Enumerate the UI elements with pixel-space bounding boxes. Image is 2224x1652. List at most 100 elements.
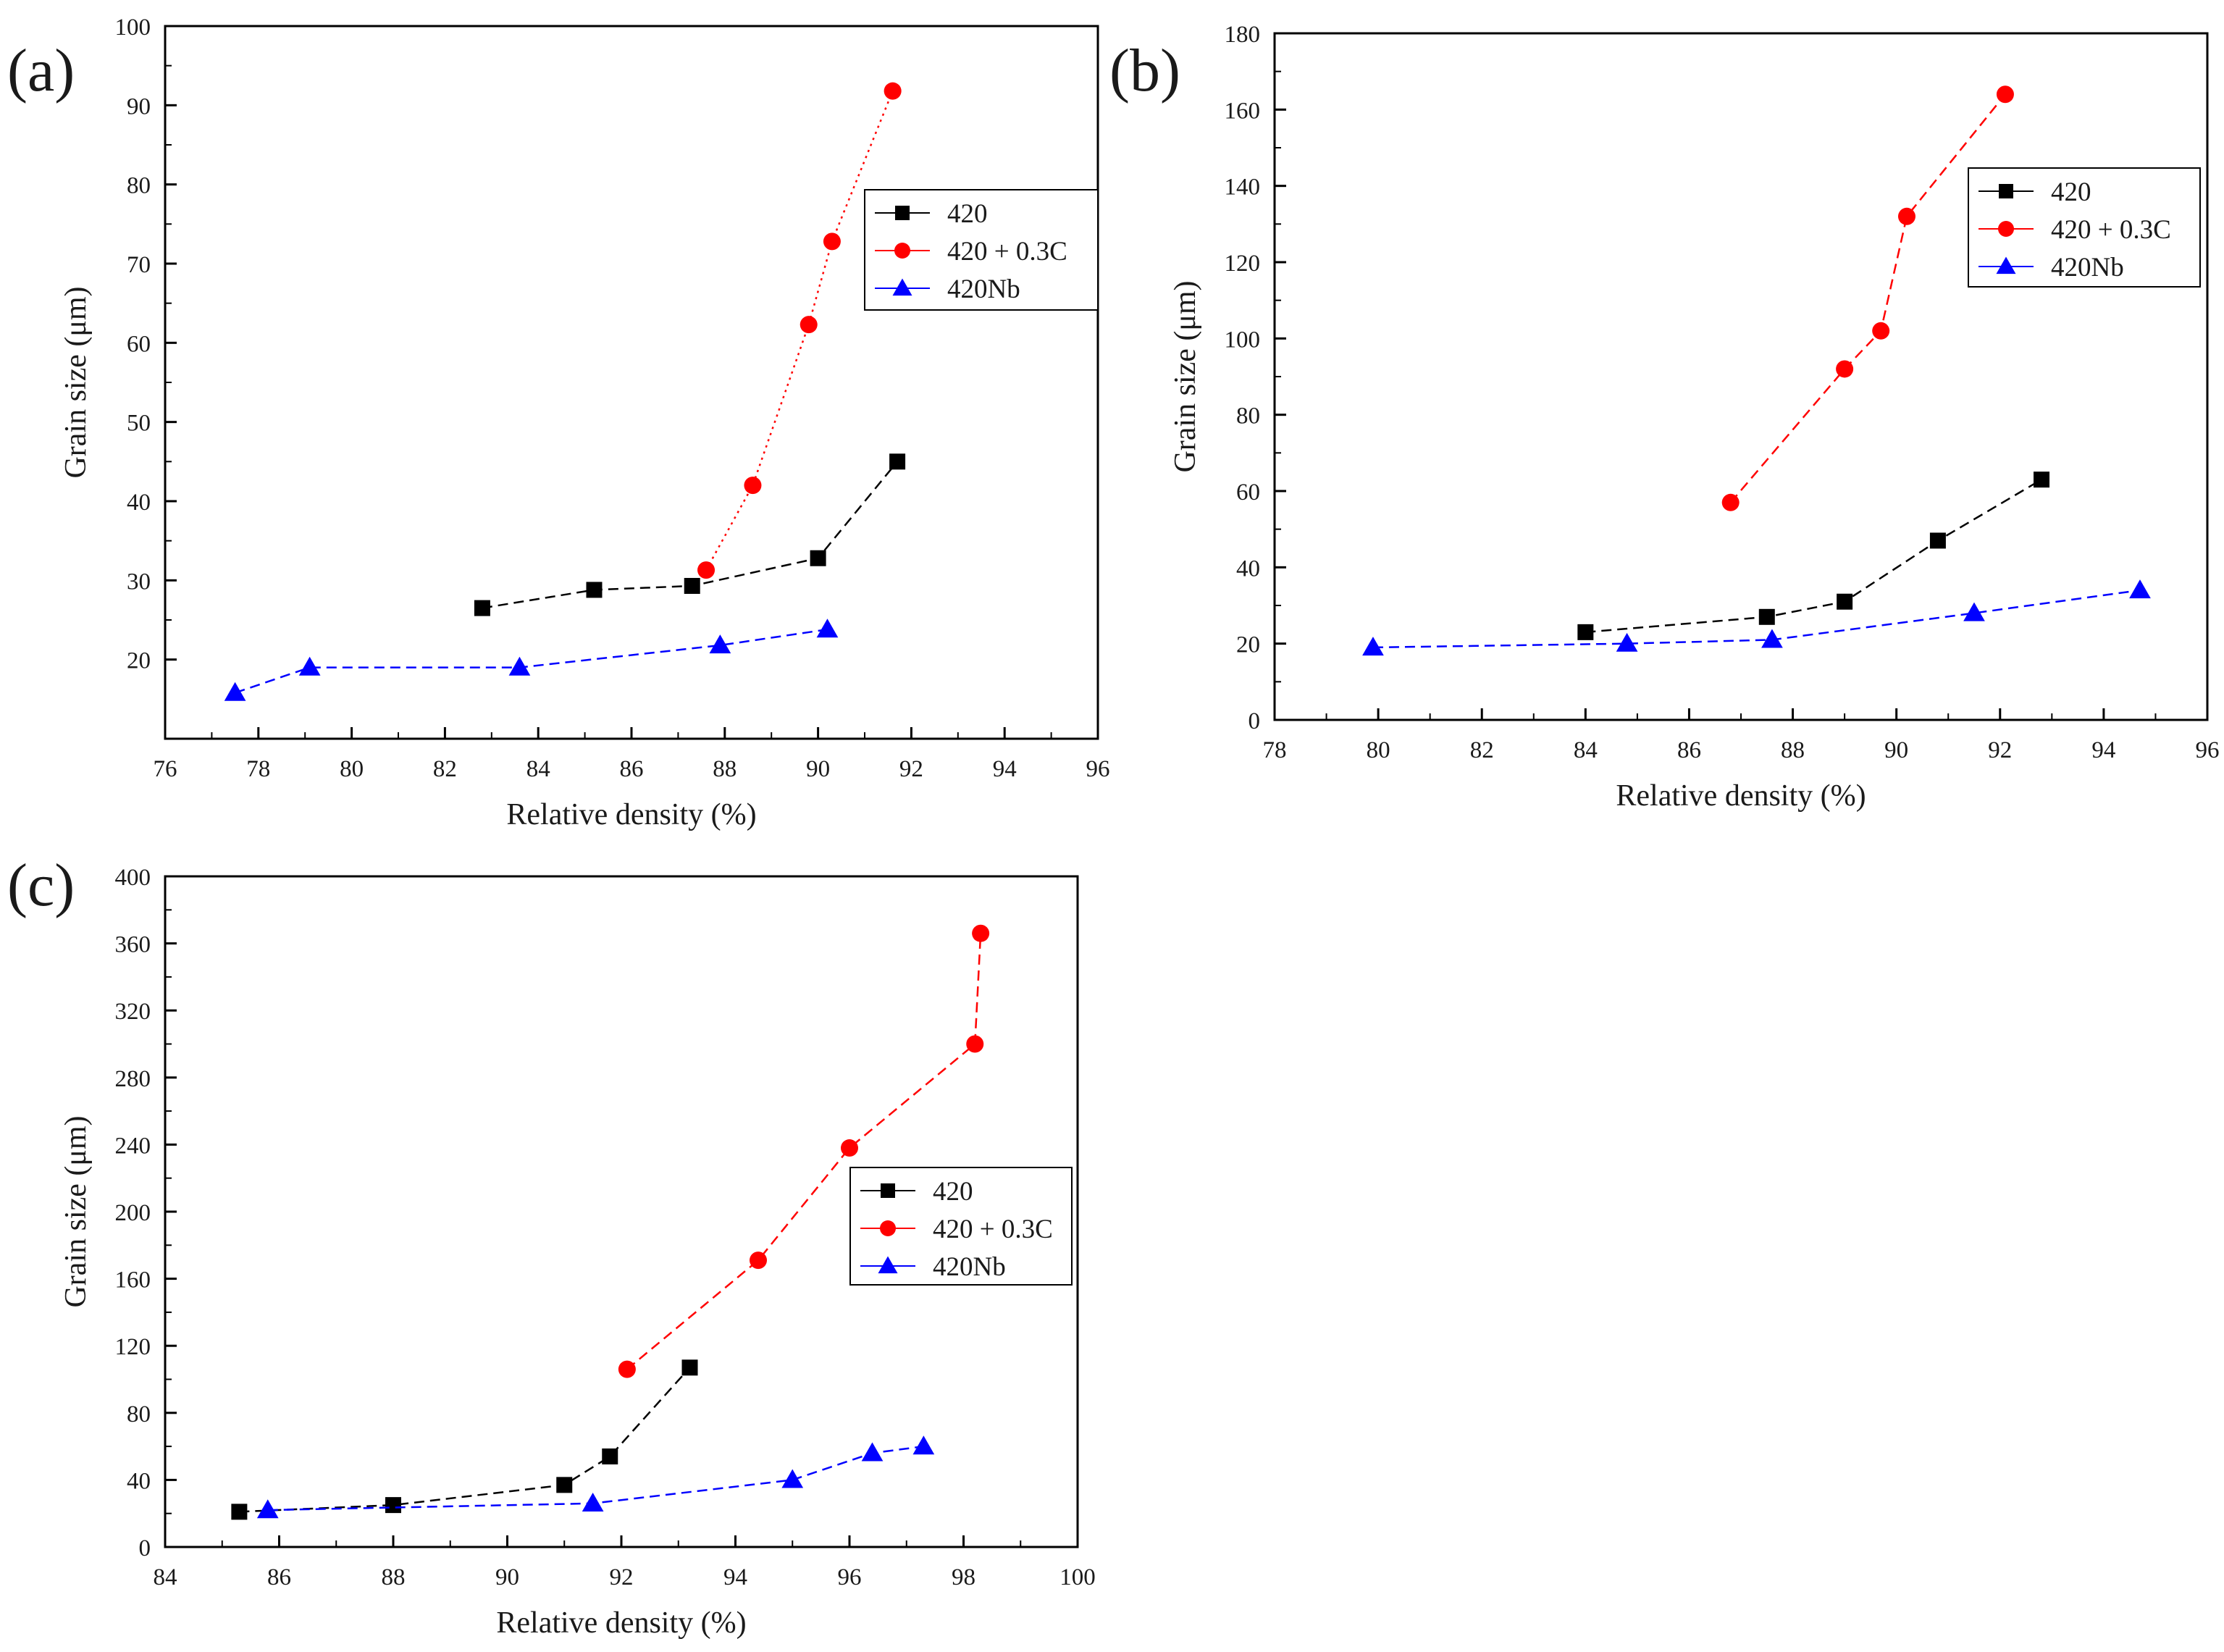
x-tick-label: 92 — [1988, 737, 2012, 763]
data-point — [1758, 608, 1775, 625]
y-tick-label: 320 — [115, 999, 151, 1025]
data-point — [1963, 602, 1985, 621]
x-tick-label: 90 — [495, 1564, 519, 1590]
data-point — [508, 656, 531, 676]
data-point — [1897, 207, 1915, 225]
legend-marker — [1998, 221, 2014, 237]
series-420 — [231, 1359, 698, 1520]
y-tick-label: 50 — [127, 411, 151, 437]
legend-label: 420 + 0.3C — [947, 237, 1067, 267]
x-tick-label: 100 — [1059, 1564, 1096, 1590]
y-tick-label: 400 — [115, 865, 151, 891]
series-420nb — [256, 1435, 935, 1519]
legend-label: 420Nb — [2051, 253, 2124, 282]
legend-marker — [880, 1220, 896, 1236]
x-tick-label: 76 — [154, 756, 177, 782]
data-point — [1872, 322, 1890, 340]
y-tick-label: 280 — [115, 1066, 151, 1092]
y-tick-label: 60 — [1236, 479, 1260, 506]
data-point — [556, 1477, 573, 1493]
y-tick-label: 140 — [1225, 175, 1261, 201]
legend-label: 420 + 0.3C — [2051, 215, 2171, 245]
y-tick-label: 160 — [1225, 98, 1261, 124]
data-point — [256, 1499, 279, 1519]
data-point — [884, 82, 902, 100]
x-tick-label: 94 — [2091, 737, 2115, 763]
series-420nb — [1362, 579, 2151, 656]
x-tick-label: 78 — [1263, 737, 1287, 763]
legend-marker — [878, 1256, 898, 1274]
data-point — [709, 634, 731, 654]
data-point — [602, 1448, 618, 1464]
panel-label: (c) — [7, 852, 75, 919]
series-420-0-3c — [1721, 85, 2014, 511]
x-tick-label: 90 — [806, 756, 830, 782]
data-point — [966, 1035, 984, 1053]
x-tick-label: 80 — [1367, 737, 1390, 763]
data-point — [681, 1359, 698, 1376]
data-point — [1929, 532, 1946, 549]
data-point — [474, 600, 490, 616]
y-tick-label: 80 — [127, 1401, 151, 1427]
legend-marker — [894, 243, 910, 259]
series-420-0-3c — [618, 924, 990, 1378]
legend-marker — [881, 1183, 895, 1198]
data-point — [816, 619, 839, 638]
data-point — [861, 1442, 884, 1462]
legend: 420 420 + 0.3C 420Nb — [849, 1167, 1073, 1286]
x-tick-label: 90 — [1884, 737, 1908, 763]
data-point — [618, 1360, 636, 1378]
x-tick-label: 92 — [610, 1564, 634, 1590]
y-tick-label: 120 — [115, 1334, 151, 1360]
legend-label: 420 — [933, 1177, 973, 1207]
series-420-0-3c — [697, 82, 902, 579]
y-tick-label: 40 — [127, 490, 151, 516]
x-axis-label: Relative density (%) — [496, 1606, 746, 1640]
y-tick-label: 20 — [1236, 632, 1260, 658]
legend-label: 420 + 0.3C — [933, 1215, 1053, 1244]
y-tick-label: 100 — [1225, 327, 1261, 353]
x-tick-label: 78 — [246, 756, 270, 782]
x-tick-label: 88 — [382, 1564, 406, 1590]
y-tick-label: 240 — [115, 1133, 151, 1159]
series-line — [626, 933, 982, 1370]
x-tick-label: 96 — [838, 1564, 862, 1590]
data-point — [823, 232, 841, 251]
data-point — [582, 1492, 604, 1511]
data-point — [744, 477, 762, 495]
legend-label: 420Nb — [947, 274, 1020, 304]
series-420nb — [224, 619, 839, 701]
x-tick-label: 96 — [2196, 737, 2220, 763]
data-point — [972, 924, 990, 942]
legend: 420 420 + 0.3C 420Nb — [1968, 167, 2201, 288]
y-tick-label: 80 — [127, 173, 151, 199]
legend-label: 420Nb — [933, 1252, 1006, 1282]
y-axis-label: Grain size (μm) — [59, 1115, 93, 1307]
data-point — [1616, 632, 1638, 652]
x-tick-label: 88 — [713, 756, 737, 782]
y-tick-label: 120 — [1225, 251, 1261, 277]
y-tick-label: 40 — [1236, 555, 1260, 582]
x-tick-label: 84 — [1574, 737, 1598, 763]
x-tick-label: 94 — [993, 756, 1017, 782]
y-tick-label: 20 — [127, 648, 151, 674]
x-tick-label: 98 — [952, 1564, 975, 1590]
x-tick-label: 92 — [899, 756, 923, 782]
legend-label: 420 — [2051, 177, 2091, 207]
y-tick-label: 60 — [127, 331, 151, 357]
y-tick-label: 0 — [139, 1535, 151, 1561]
y-tick-label: 40 — [127, 1468, 151, 1494]
series-420 — [1577, 471, 2050, 640]
data-point — [750, 1251, 767, 1270]
data-point — [1721, 493, 1740, 511]
legend: 420 420 + 0.3C 420Nb — [864, 189, 1099, 311]
data-point — [1836, 360, 1854, 378]
x-tick-label: 80 — [340, 756, 364, 782]
data-point — [800, 316, 818, 334]
legend-marker — [895, 206, 910, 220]
panel-label: (a) — [7, 37, 75, 104]
x-axis-label: Relative density (%) — [506, 798, 756, 831]
data-point — [889, 453, 906, 470]
x-tick-label: 84 — [154, 1564, 177, 1590]
